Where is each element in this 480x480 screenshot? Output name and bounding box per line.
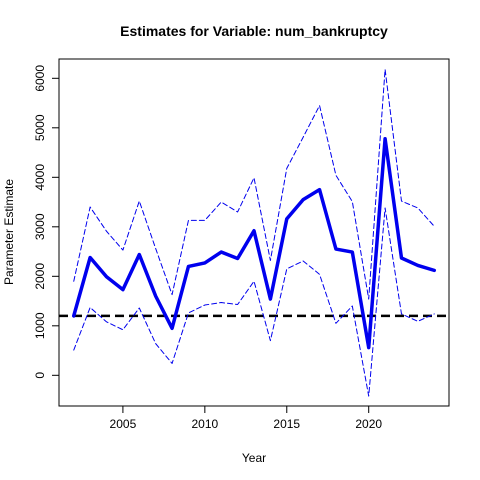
x-axis-label: Year (242, 451, 266, 465)
y-tick-label: 5000 (33, 114, 47, 141)
chart-title: Estimates for Variable: num_bankruptcy (120, 23, 388, 39)
y-tick-label: 6000 (33, 65, 47, 92)
x-tick-label: 2010 (191, 417, 218, 431)
x-axis: 2005 2010 2015 2020 (110, 405, 382, 431)
y-axis: 0 1000 2000 3000 4000 5000 6000 (33, 65, 60, 379)
series-layer (72, 68, 436, 397)
estimate-line (72, 136, 436, 350)
y-tick-label: 2000 (33, 263, 47, 290)
y-tick-label: 1000 (33, 312, 47, 339)
y-axis-label: Parameter Estimate (2, 179, 16, 285)
y-tick-label: 3000 (33, 213, 47, 240)
x-tick-label: 2020 (355, 417, 382, 431)
y-tick-label: 4000 (33, 164, 47, 191)
y-tick-label: 0 (33, 372, 47, 379)
lower-bound-line (73, 207, 435, 397)
x-tick-label: 2015 (273, 417, 300, 431)
x-tick-label: 2005 (110, 417, 137, 431)
upper-bound-line (73, 68, 435, 300)
